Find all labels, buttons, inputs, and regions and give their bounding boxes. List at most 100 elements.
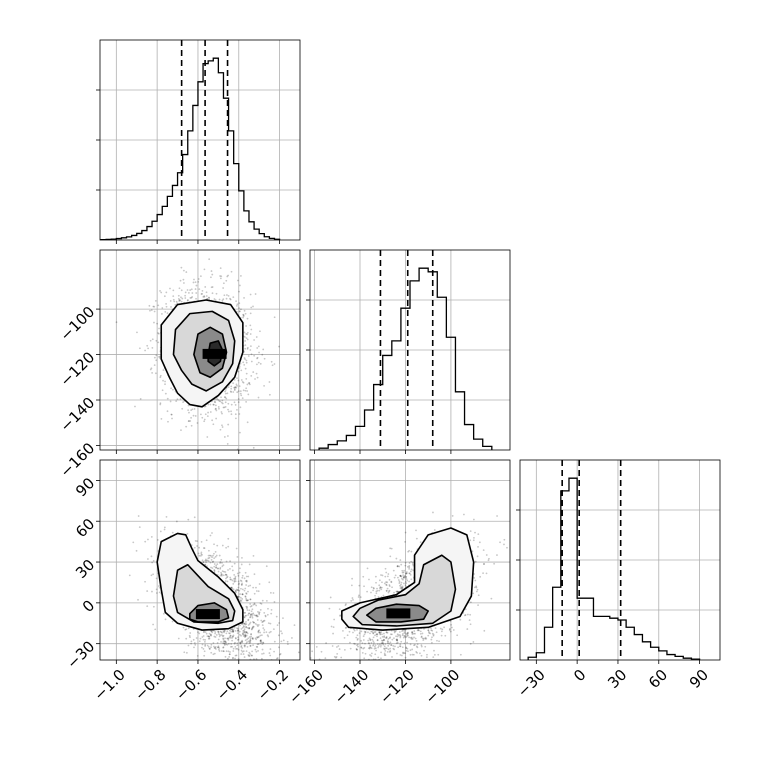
scatter-point xyxy=(364,643,366,645)
scatter-point xyxy=(158,328,160,330)
scatter-point xyxy=(405,562,407,564)
scatter-point xyxy=(213,642,215,644)
scatter-point xyxy=(377,639,379,641)
scatter-point xyxy=(201,541,203,543)
scatter-point xyxy=(154,628,156,630)
scatter-point xyxy=(234,563,236,565)
scatter-point xyxy=(273,628,275,630)
scatter-point xyxy=(209,648,211,650)
scatter-point xyxy=(244,336,246,338)
scatter-point xyxy=(274,601,276,603)
scatter-point xyxy=(158,356,160,358)
scatter-point xyxy=(230,391,232,393)
scatter-point xyxy=(211,419,213,421)
scatter-point xyxy=(326,666,328,668)
scatter-point xyxy=(228,632,230,634)
scatter-point xyxy=(268,581,270,583)
scatter-point xyxy=(212,567,214,569)
scatter-point xyxy=(220,396,222,398)
scatter-point xyxy=(188,412,190,414)
scatter-point xyxy=(261,719,263,721)
scatter-point xyxy=(251,608,253,610)
scatter-point xyxy=(404,632,406,634)
scatter-point xyxy=(230,410,232,412)
scatter-point xyxy=(371,639,373,641)
scatter-point xyxy=(257,377,259,379)
scatter-point xyxy=(167,312,169,314)
scatter-point xyxy=(164,383,166,385)
scatter-point xyxy=(251,615,253,617)
scatter-point xyxy=(339,615,341,617)
scatter-point xyxy=(255,623,257,625)
scatter-point xyxy=(291,637,293,639)
scatter-point xyxy=(396,642,398,644)
scatter-point xyxy=(391,586,393,588)
scatter-point xyxy=(377,643,379,645)
scatter-point xyxy=(144,581,146,583)
scatter-point xyxy=(253,339,255,341)
scatter-point xyxy=(477,533,479,535)
scatter-point xyxy=(262,627,264,629)
scatter-point xyxy=(357,638,359,640)
scatter-point xyxy=(249,383,251,385)
scatter-point xyxy=(253,603,255,605)
scatter-point xyxy=(410,663,412,665)
scatter-point xyxy=(355,637,357,639)
scatter-point xyxy=(198,553,200,555)
scatter-point xyxy=(389,650,391,652)
scatter-point xyxy=(257,615,259,617)
scatter-point xyxy=(189,632,191,634)
scatter-point xyxy=(385,668,387,670)
scatter-point xyxy=(379,588,381,590)
scatter-point xyxy=(181,408,183,410)
scatter-point xyxy=(151,372,153,374)
scatter-point xyxy=(238,398,240,400)
scatter-point xyxy=(234,627,236,629)
scatter-point xyxy=(347,669,349,671)
scatter-point xyxy=(240,393,242,395)
scatter-point xyxy=(165,303,167,305)
scatter-point xyxy=(220,561,222,563)
scatter-point xyxy=(165,292,167,294)
scatter-point xyxy=(219,299,221,301)
scatter-point xyxy=(154,311,156,313)
scatter-point xyxy=(373,636,375,638)
scatter-point xyxy=(247,591,249,593)
scatter-point xyxy=(369,638,371,640)
scatter-point xyxy=(246,606,248,608)
scatter-point xyxy=(239,311,241,313)
scatter-point xyxy=(244,340,246,342)
scatter-point xyxy=(367,631,369,633)
scatter-point xyxy=(153,606,155,608)
scatter-point xyxy=(211,270,213,272)
scatter-point xyxy=(258,590,260,592)
scatter-point xyxy=(244,348,246,350)
scatter-point xyxy=(245,711,247,713)
scatter-point xyxy=(221,411,223,413)
scatter-point xyxy=(324,657,326,659)
scatter-point xyxy=(395,574,397,576)
scatter-point xyxy=(450,631,452,633)
scatter-point xyxy=(165,393,167,395)
scatter-point xyxy=(263,676,265,678)
scatter-point xyxy=(246,384,248,386)
scatter-point xyxy=(219,650,221,652)
scatter-point xyxy=(203,639,205,641)
scatter-point xyxy=(240,635,242,637)
scatter-point xyxy=(226,644,228,646)
scatter-point xyxy=(245,572,247,574)
scatter-point xyxy=(189,297,191,299)
scatter-point xyxy=(473,537,475,539)
scatter-point xyxy=(257,650,259,652)
scatter-point xyxy=(389,636,391,638)
scatter-point xyxy=(232,657,234,659)
scatter-point xyxy=(198,633,200,635)
scatter-point xyxy=(212,653,214,655)
scatter-point xyxy=(277,624,279,626)
scatter-point xyxy=(298,651,300,653)
scatter-point xyxy=(229,577,231,579)
scatter-point xyxy=(244,668,246,670)
scatter-point xyxy=(359,632,361,634)
scatter-point xyxy=(172,532,174,534)
scatter-point xyxy=(245,584,247,586)
